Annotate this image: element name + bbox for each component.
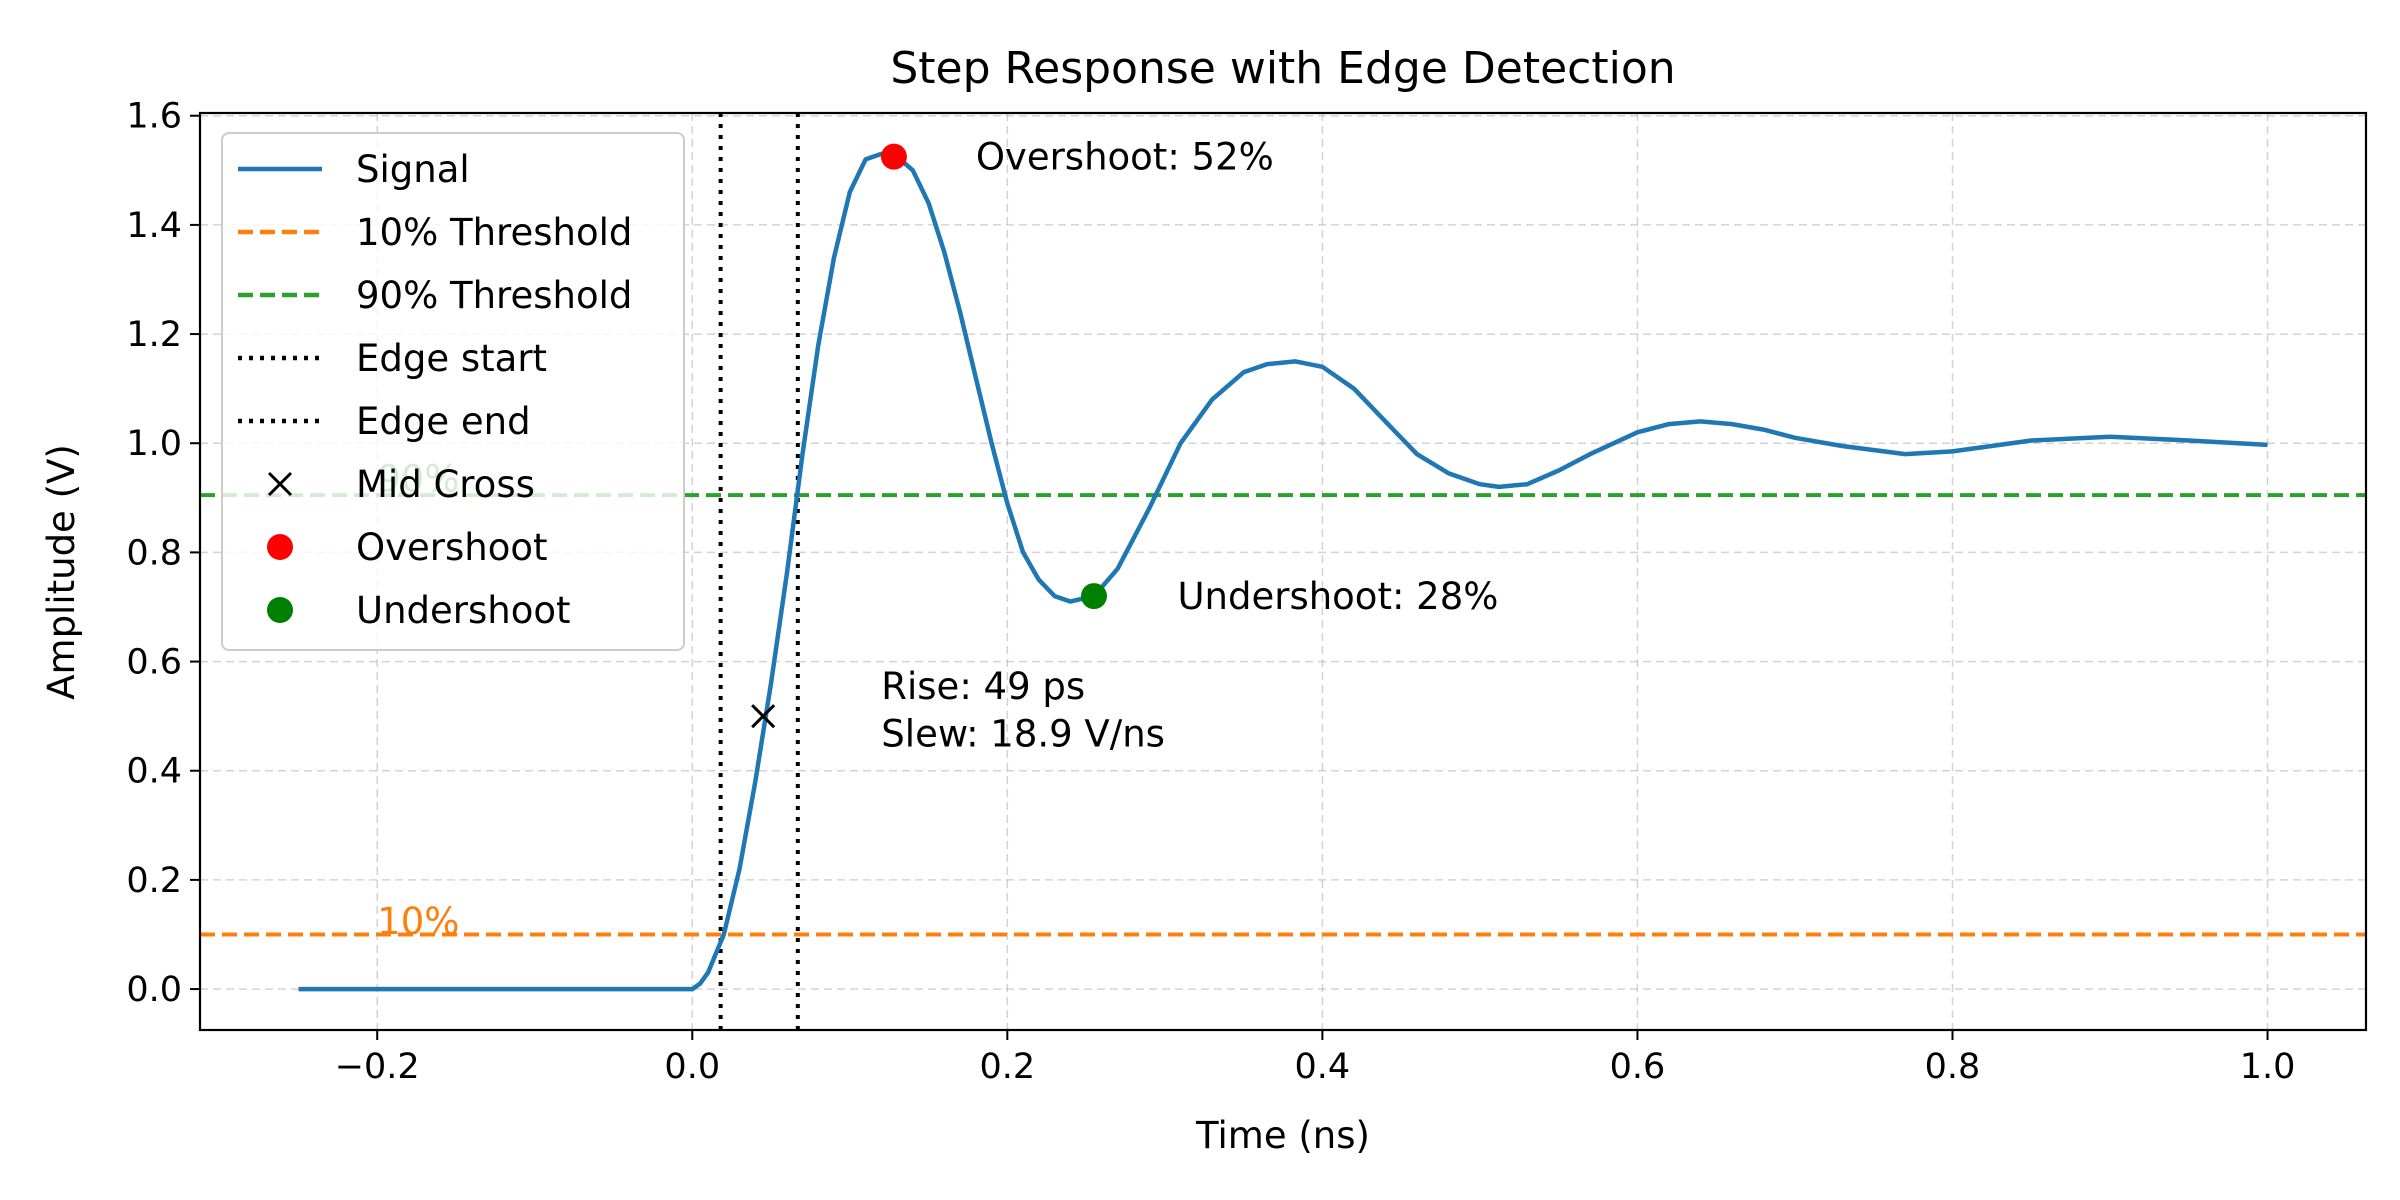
legend-label: 90% Threshold xyxy=(356,274,632,317)
signal-layer xyxy=(298,151,2268,992)
legend-label: Overshoot xyxy=(356,526,548,569)
signal-line xyxy=(298,151,2268,992)
x-tick-label: 0.8 xyxy=(1925,1047,1981,1087)
annotation: Overshoot: 52% xyxy=(976,136,1274,179)
y-tick-label: 0.0 xyxy=(126,970,182,1010)
y-tick-label: 0.8 xyxy=(126,533,182,573)
y-axis-label: Amplitude (V) xyxy=(40,444,83,700)
y-tick-label: 1.4 xyxy=(126,206,182,246)
legend-label: Signal xyxy=(356,148,470,191)
legend-label: 10% Threshold xyxy=(356,211,632,254)
legend-label: Mid Cross xyxy=(356,463,535,506)
y-tick-label: 0.2 xyxy=(126,861,182,901)
y-tick-label: 1.6 xyxy=(126,97,182,137)
y-tick-label: 1.0 xyxy=(126,424,182,464)
overshoot-marker xyxy=(880,143,907,170)
annotation: 10% xyxy=(377,900,459,943)
chart-title: Step Response with Edge Detection xyxy=(890,43,1675,94)
markers xyxy=(751,143,1107,729)
annotation: Undershoot: 28% xyxy=(1177,575,1498,618)
y-tick-label: 0.6 xyxy=(126,643,182,683)
legend: Signal 10% Threshold 90% Threshold Edge sta… xyxy=(221,132,685,651)
x-tick-label: 0.4 xyxy=(1295,1047,1351,1087)
legend-label: Undershoot xyxy=(356,589,571,632)
undershoot-marker xyxy=(1080,583,1107,610)
y-tick-label: 1.2 xyxy=(126,315,182,355)
x-axis-label: Time (ns) xyxy=(1195,1114,1370,1157)
legend-swatch xyxy=(267,534,293,560)
x-tick-label: 0.2 xyxy=(979,1047,1035,1087)
legend-box xyxy=(221,132,685,651)
x-tick-label: 0.0 xyxy=(664,1047,720,1087)
annotation: Slew: 18.9 V/ns xyxy=(881,713,1165,756)
x-tick-label: 0.6 xyxy=(1610,1047,1666,1087)
legend-label: Edge start xyxy=(356,337,547,380)
mid-cross-marker xyxy=(751,704,776,729)
ticks: −0.2 0.0 0.2 0.4 0.6 0.8 1.0 0.0 0.2 0.4 0.6 0.8 1.0… xyxy=(126,97,2295,1087)
legend-swatch xyxy=(267,471,293,497)
annotation: Rise: 49 ps xyxy=(881,665,1085,708)
plot-frame xyxy=(198,111,2368,1032)
y-tick-label: 0.4 xyxy=(126,752,182,792)
x-tick-label: 1.0 xyxy=(2240,1047,2296,1087)
legend-label: Edge end xyxy=(356,400,531,443)
legend-swatch xyxy=(267,597,293,623)
mid-cross-stroke xyxy=(751,704,776,729)
x-tick-label: −0.2 xyxy=(335,1047,420,1087)
annotations: Overshoot: 52% Undershoot: 28% Rise: 49 ps… xyxy=(377,136,1498,943)
